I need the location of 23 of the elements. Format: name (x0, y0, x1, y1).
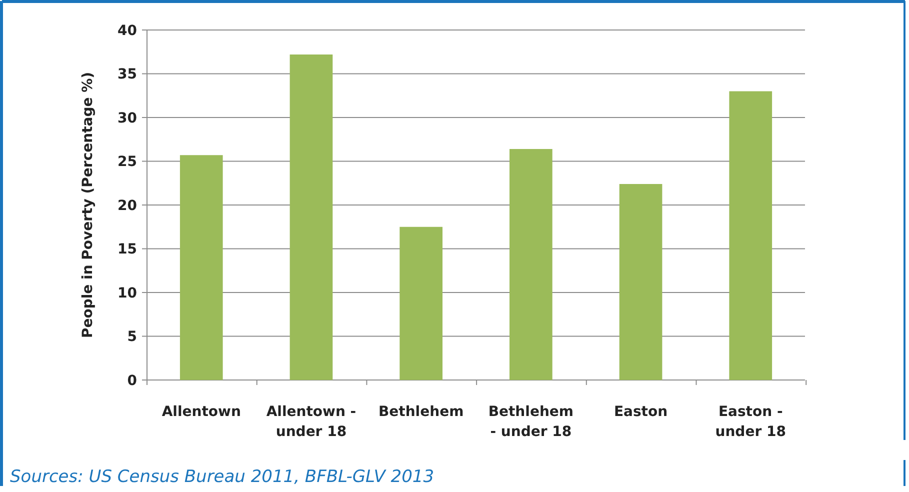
y-tick-label: 35 (118, 66, 137, 83)
x-tick-label: Bethlehem - under 18 (488, 404, 574, 440)
bar (619, 184, 662, 380)
y-tick-label: 0 (127, 372, 138, 389)
x-tick-label: Bethlehem (378, 404, 464, 420)
y-tick-label: 40 (118, 22, 138, 39)
y-tick-label: 5 (127, 329, 137, 346)
x-tick-label: Easton - under 18 (715, 404, 786, 440)
y-tick-label: 25 (118, 154, 137, 170)
bar (180, 155, 223, 380)
y-axis-title: People in Poverty (Percentage %) (80, 72, 96, 338)
y-tick-label: 10 (118, 285, 138, 302)
x-tick-label: Allentown - under 18 (266, 404, 356, 440)
bar (510, 149, 552, 380)
bar (290, 54, 333, 380)
x-tick-label: Allentown (162, 404, 241, 420)
source-note: Sources: US Census Bureau 2011, BFBL-GLV 2013 (10, 467, 434, 487)
y-tick-label: 15 (118, 242, 137, 258)
bar (729, 91, 772, 380)
bar (400, 226, 442, 380)
x-tick-label: Easton (614, 404, 668, 420)
y-tick-label: 20 (118, 198, 138, 214)
y-tick-label: 30 (118, 110, 138, 126)
